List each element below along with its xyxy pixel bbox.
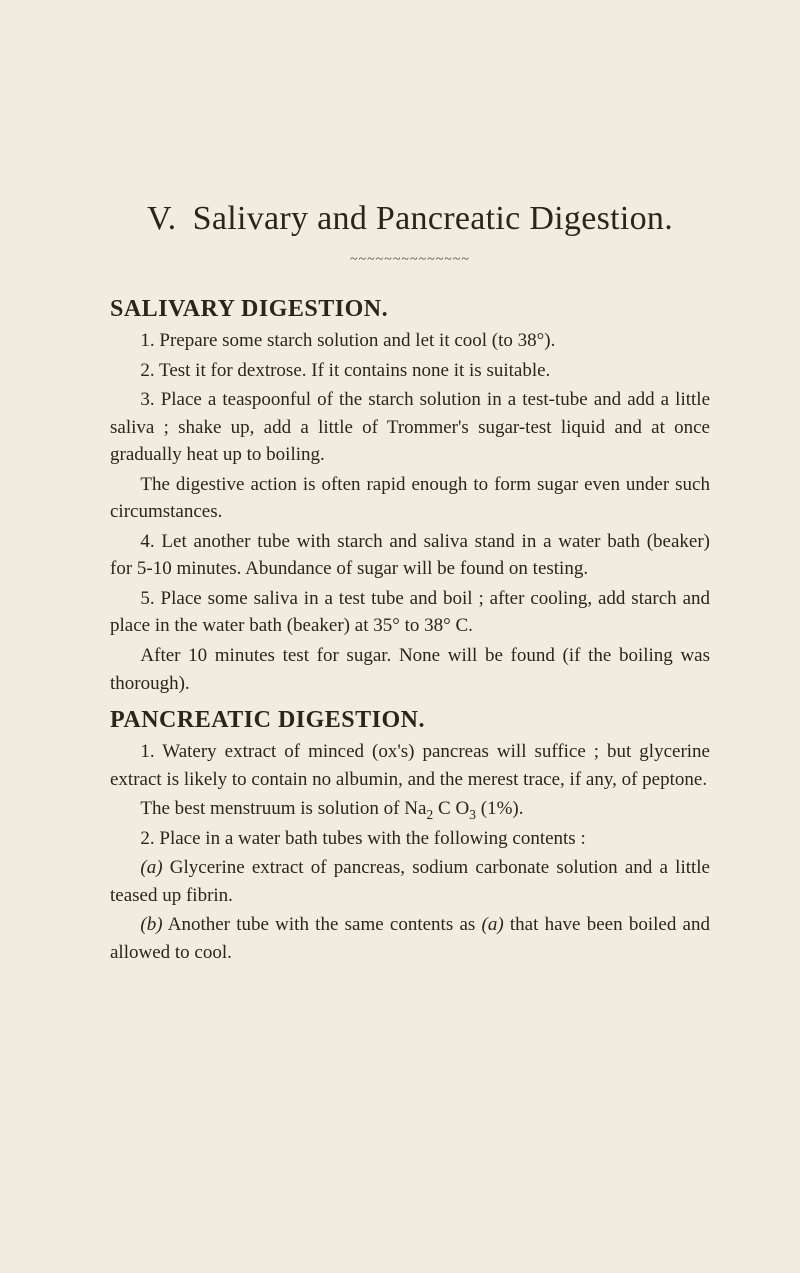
pancreatic-para-2: The best menstruum is solution of Na2 C … <box>110 795 710 823</box>
item-text-a: Glycerine extract of pancreas, sodium ca… <box>110 857 710 906</box>
formula-subscript-2: 3 <box>469 807 476 822</box>
section-heading-pancreatic: PANCREATIC DIGESTION. <box>110 707 710 734</box>
formula-prefix: The best menstruum is solution of Na <box>140 798 426 819</box>
pancreatic-para-4: (a) Glycerine extract of pancreas, sodiu… <box>110 854 710 909</box>
section-heading-salivary: SALIVARY DIGESTION. <box>110 296 710 323</box>
formula-mid: C O <box>433 798 469 819</box>
salivary-para-4: The digestive action is often rapid enou… <box>110 471 710 526</box>
item-label-a: (a) <box>140 857 162 878</box>
chapter-heading: V. Salivary and Pancreatic Digestion. <box>110 200 710 238</box>
salivary-para-2: 2. Test it for dextrose. If it contains … <box>110 357 710 385</box>
pancreatic-para-5: (b) Another tube with the same contents … <box>110 911 710 966</box>
salivary-para-5: 4. Let another tube with starch and sali… <box>110 528 710 583</box>
pancreatic-para-1: 1. Watery extract of minced (ox's) pancr… <box>110 738 710 793</box>
salivary-para-7: After 10 minutes test for sugar. None wi… <box>110 642 710 697</box>
item-label-b: (b) <box>140 914 162 935</box>
item-text-b-pre: Another tube with the same contents as <box>163 914 482 935</box>
chapter-number: V. <box>147 200 177 237</box>
salivary-para-6: 5. Place some saliva in a test tube and … <box>110 585 710 640</box>
ornament-divider: ~~~~~~~~~~~~~~ <box>110 252 710 268</box>
salivary-para-3: 3. Place a teaspoonful of the starch sol… <box>110 386 710 469</box>
salivary-para-1: 1. Prepare some starch solution and let … <box>110 327 710 355</box>
item-ref-a: (a) <box>482 914 504 935</box>
chapter-title: Salivary and Pancreatic Digestion. <box>193 200 673 237</box>
formula-suffix: (1%). <box>476 798 523 819</box>
pancreatic-para-3: 2. Place in a water bath tubes with the … <box>110 825 710 853</box>
page-root: V. Salivary and Pancreatic Digestion. ~~… <box>0 0 800 1273</box>
